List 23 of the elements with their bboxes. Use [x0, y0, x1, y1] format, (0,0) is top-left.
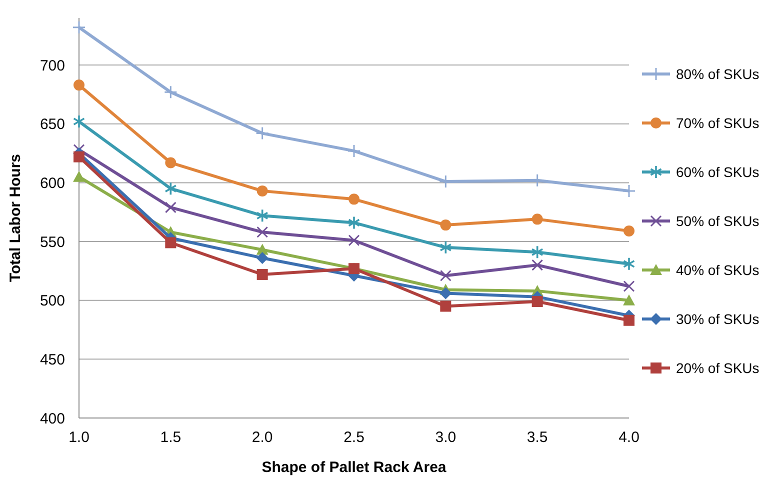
- legend-label: 40% of SKUs: [676, 262, 760, 278]
- legend-label: 50% of SKUs: [676, 212, 760, 229]
- x-tick-label: 3.0: [435, 429, 456, 446]
- y-tick-label: 650: [40, 116, 65, 134]
- legend-label: 30% of SKUs: [676, 310, 760, 327]
- x-tick-label: 2.0: [252, 429, 273, 446]
- x-tick-label: 1.5: [160, 429, 182, 446]
- x-tick-label: 3.5: [526, 429, 548, 446]
- y-tick-label: 700: [40, 57, 65, 74]
- legend-label: 70% of SKUs: [676, 114, 760, 131]
- x-axis-title: Shape of Pallet Rack Area: [262, 459, 447, 476]
- y-tick-label: 500: [40, 292, 65, 310]
- legend-label: 20% of SKUs: [676, 360, 760, 376]
- y-tick-label: 600: [40, 174, 65, 192]
- legend-label: 80% of SKUs: [676, 66, 760, 82]
- y-tick-label: 450: [40, 351, 65, 368]
- y-tick-label: 400: [40, 410, 65, 428]
- legend-label: 60% of SKUs: [676, 164, 760, 180]
- x-tick-label: 4.0: [618, 429, 640, 446]
- y-tick-label: 550: [40, 234, 65, 251]
- x-tick-label: 2.5: [344, 429, 364, 446]
- y-axis-title: Total Labor Hours: [7, 154, 24, 282]
- x-tick-label: 1.0: [68, 429, 90, 446]
